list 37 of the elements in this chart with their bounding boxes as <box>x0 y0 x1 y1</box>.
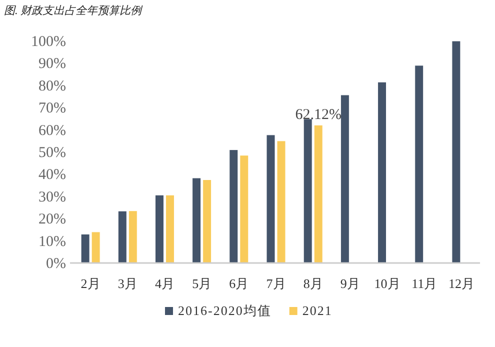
data-label: 62.12% <box>295 107 342 124</box>
x-tick-label: 6月 <box>229 276 249 291</box>
x-tick-label: 5月 <box>192 276 212 291</box>
bar <box>118 210 127 264</box>
bar <box>303 118 312 264</box>
bar <box>378 82 387 264</box>
y-tick-label: 20% <box>38 212 66 228</box>
y-tick-label: 10% <box>38 234 66 250</box>
bar <box>192 178 202 264</box>
x-tick-label: 11月 <box>412 276 438 291</box>
x-tick-label: 10月 <box>374 276 400 291</box>
y-tick-label: 80% <box>38 78 66 94</box>
x-tick-label: 4月 <box>154 276 174 291</box>
x-tick-label: 7月 <box>266 276 286 291</box>
x-tick-label: 8月 <box>303 276 323 291</box>
legend-label: 2016-2020均值 <box>178 303 272 318</box>
y-tick-label: 70% <box>38 100 66 117</box>
bar <box>414 65 424 264</box>
bar <box>154 194 164 264</box>
x-tick-label: 2月 <box>80 276 100 291</box>
chart-title: 图. 财政支出占全年预算比例 <box>4 4 144 17</box>
bar <box>266 134 276 264</box>
y-tick-label: 40% <box>38 167 66 184</box>
y-tick-label: 90% <box>38 56 66 72</box>
x-tick-label: 3月 <box>118 276 138 291</box>
x-tick-label: 12月 <box>448 276 474 291</box>
y-tick-label: 50% <box>38 145 66 161</box>
x-tick-label: 9月 <box>340 276 360 291</box>
bar <box>80 234 90 264</box>
y-tick-label: 100% <box>31 34 66 50</box>
y-tick-label: 30% <box>38 189 66 206</box>
legend-label: 2021 <box>302 303 332 318</box>
y-tick-label: 0% <box>46 256 66 272</box>
bar <box>229 150 238 264</box>
bar <box>340 94 350 264</box>
bar <box>452 40 461 264</box>
y-tick-label: 60% <box>38 122 66 139</box>
